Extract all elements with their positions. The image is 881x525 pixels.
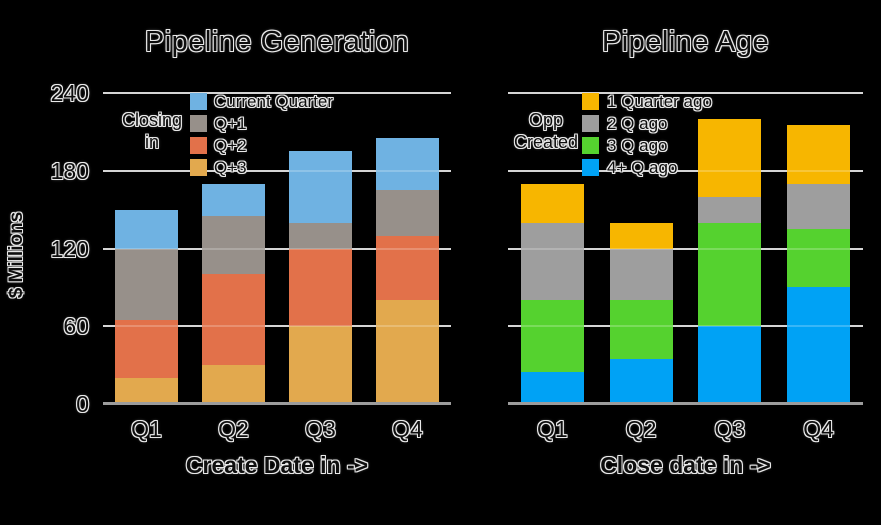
bar-q2 (609, 222, 673, 404)
y-tick-label: 180 (50, 157, 89, 184)
pipeline-generation-chart: Pipeline Generation $ Millions Create Da… (6, 26, 451, 478)
gridline (508, 92, 863, 94)
x-axis-label: Close date in -> (600, 452, 771, 478)
x-axis-label: Create Date in -> (185, 452, 369, 478)
x-tick-label: Q4 (392, 416, 423, 442)
gridline (508, 247, 863, 250)
bar-segment (202, 216, 265, 275)
bar-segment (787, 125, 851, 184)
bar-segment (376, 300, 439, 404)
bar-segment (698, 196, 762, 223)
bar-segment (376, 138, 439, 191)
bar-segment (289, 151, 352, 223)
bar-segment (520, 300, 584, 372)
gridline-overlay (508, 92, 863, 94)
bar-segment (609, 300, 673, 359)
gridline-overlay (103, 92, 451, 94)
bar-q1 (115, 209, 178, 404)
y-tick-label: 120 (50, 235, 89, 262)
bar-segment (609, 248, 673, 301)
x-tick-label: Q4 (803, 416, 834, 442)
gridline-overlay (508, 247, 863, 250)
y-tick-label: 240 (50, 80, 89, 106)
x-tick-label: Q2 (625, 416, 657, 442)
pipeline-age-chart: Pipeline Age Close date in -> Opp Create… (460, 0, 881, 525)
x-tick-label: Q3 (714, 416, 746, 442)
bar-segment (202, 183, 265, 217)
bar-segment (787, 229, 851, 288)
bar-segment (609, 358, 673, 404)
gridline (508, 169, 863, 172)
bar-segment (376, 235, 439, 301)
gridline-overlay (103, 169, 451, 172)
bar-q2 (202, 183, 265, 404)
bar-segment (787, 183, 851, 230)
x-tick-label: Q3 (305, 416, 336, 442)
bar-segment (698, 326, 762, 404)
y-tick-label: 60 (63, 313, 89, 340)
bar-q4 (787, 125, 851, 404)
gridline (103, 169, 451, 172)
gridline-overlay (508, 325, 863, 328)
bar-segment (520, 371, 584, 404)
gridline (508, 325, 863, 328)
gridline-overlay (508, 169, 863, 172)
chart-title: Pipeline Age (601, 26, 770, 58)
bar-q3 (698, 118, 762, 404)
x-tick-label: Q1 (537, 416, 568, 442)
gridline-overlay (103, 247, 451, 250)
y-tick-label: 0 (76, 391, 89, 417)
bar-segment (202, 274, 265, 366)
plot-area (508, 92, 863, 405)
x-tick-label: Q1 (131, 416, 162, 442)
gridline (103, 247, 451, 250)
gridline (103, 325, 451, 328)
gridline (103, 92, 451, 94)
bar-segment (609, 222, 673, 249)
bar-segment (115, 248, 178, 320)
bar-segment (520, 222, 584, 301)
bar-segment (520, 183, 584, 223)
bar-segment (376, 190, 439, 236)
bar-segment (698, 222, 762, 327)
bar-segment (289, 222, 352, 249)
x-tick-label: Q2 (218, 416, 249, 442)
bar-segment (787, 287, 851, 404)
bar-segment (115, 319, 178, 379)
bar-segment (698, 118, 762, 197)
bar-segment (115, 378, 178, 404)
bar-q3 (289, 151, 352, 404)
plot-area (103, 92, 451, 405)
bar-segment (115, 209, 178, 249)
bar-q1 (520, 183, 584, 404)
gridline-overlay (103, 325, 451, 328)
bar-segment (289, 248, 352, 327)
bar-segment (202, 365, 265, 404)
chart-title: Pipeline Generation (144, 26, 410, 58)
x-axis-line (508, 402, 863, 405)
bar-q4 (376, 138, 439, 404)
bar-segment (289, 326, 352, 404)
x-axis-line (103, 402, 451, 405)
